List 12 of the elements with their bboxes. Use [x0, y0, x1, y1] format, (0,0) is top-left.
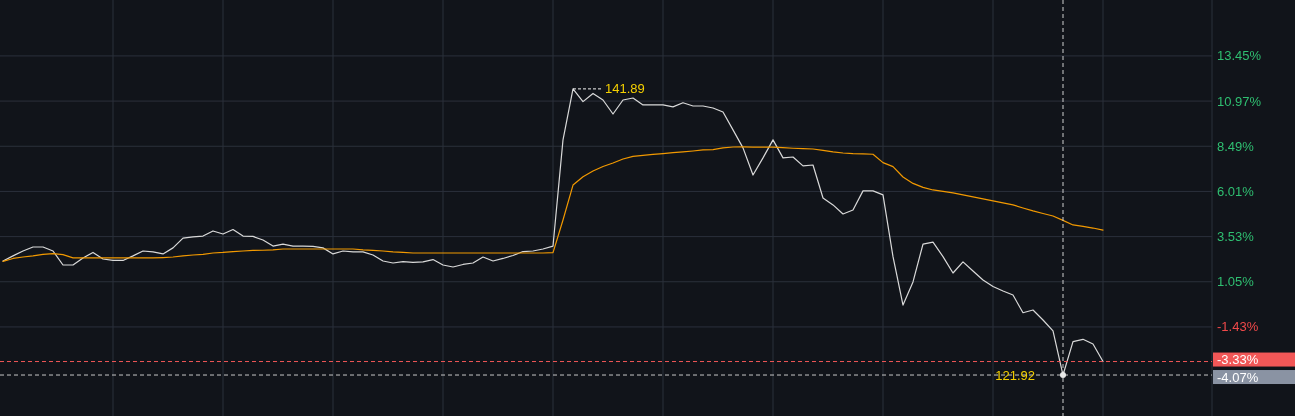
y-tick-label: 10.97%	[1217, 93, 1262, 109]
ref-line-label: -4.07%	[1217, 369, 1259, 385]
ref-line-label: -3.33%	[1217, 352, 1259, 368]
y-tick-label: 8.49%	[1217, 138, 1255, 154]
y-tick-label: -1.43%	[1217, 319, 1259, 335]
y-tick-label: 6.01%	[1217, 183, 1255, 199]
y-tick-label: 1.05%	[1217, 274, 1255, 290]
annotation: 121.92	[995, 367, 1035, 383]
y-tick-label: 13.45%	[1217, 48, 1262, 64]
annotation: 141.89	[605, 81, 645, 97]
y-tick-label: 3.53%	[1217, 229, 1255, 245]
line-series	[2, 146, 1104, 262]
